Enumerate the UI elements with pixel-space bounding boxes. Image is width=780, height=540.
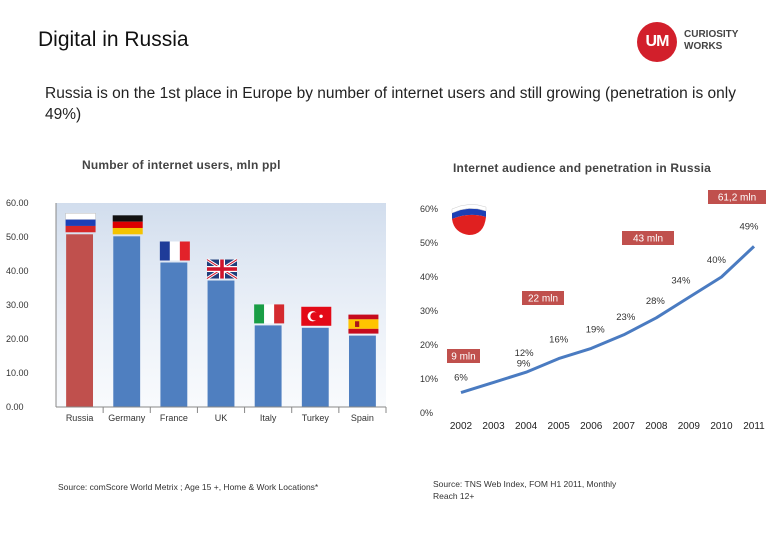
callout-text: 61,2 mln [718,193,756,204]
line-chart-title: Internet audience and penetration in Rus… [453,161,711,175]
spain-flag-icon [348,314,379,334]
callout-text: 22 mln [528,294,558,305]
logo-wordmark: CURIOSITY WORKS [684,29,738,53]
line-x-tick: 2005 [548,421,571,432]
point-label: 12% [515,348,535,359]
bar-y-tick: 10.00 [6,368,29,378]
point-label: 19% [586,324,606,335]
callout-box [708,190,766,204]
callout-text: 9 mln [451,352,475,363]
bar-chart: 60.00 50.00 40.00 30.00 20.00 10.00 0.00 Russia… [6,198,387,423]
point-label: 6% [454,373,468,384]
callout-2010: 43 mln [622,231,674,245]
line-x-tick: 2002 [450,421,473,432]
bar-x-label: Turkey [302,413,330,423]
callout-2011: 61,2 mln [708,190,766,204]
brand-logo: UM CURIOSITY WORKS [637,22,757,62]
bar-y-tick: 20.00 [6,334,29,344]
line-x-tick: 2009 [678,421,701,432]
bar-x-label: Russia [66,413,94,423]
page-subtitle: Russia is on the 1st place in Europe by … [45,85,736,123]
line-x-tick: 2004 [515,421,538,432]
germany-flag-icon [112,215,143,235]
line-x-tick: 2007 [613,421,636,432]
source-note-left: Source: comScore World Metrix ; Age 15 +… [58,482,319,492]
bar-y-tick: 40.00 [6,266,29,276]
line-y-tick: 40% [420,272,438,282]
point-label: 16% [549,335,569,346]
bar-turkey [301,327,329,407]
bar-x-label: Spain [351,413,374,423]
line-chart: 60% 50% 40% 30% 20% 10% 0% 2002 2003 2004 2005 2006… [420,190,766,432]
line-x-tick: 2010 [710,421,733,432]
source-note-right: Source: TNS Web Index, FOM H1 2011, Mont… [433,479,617,501]
line-y-tick: 10% [420,374,438,384]
bar-x-label: UK [215,413,228,423]
turkey-flag-icon [301,306,332,326]
line-x-tick: 2003 [482,421,505,432]
logo-mark: UM [637,22,677,62]
callout-text: 43 mln [633,234,663,245]
uk-flag-icon [206,258,238,280]
bar-uk [207,280,235,407]
line-x-tick: 2006 [580,421,603,432]
bar-russia [66,234,94,407]
callout-2005: 22 mln [522,291,564,305]
italy-flag-icon [254,304,285,324]
line-x-tick: 2008 [645,421,668,432]
page-title: Digital in Russia [38,28,189,51]
line-y-tick: 60% [420,204,438,214]
line-y-tick: 0% [420,408,433,418]
point-label: 34% [671,275,691,286]
callout-box [447,349,480,363]
line-y-tick: 20% [420,340,438,350]
bar-germany [113,236,141,407]
callout-box [622,231,674,245]
bar-x-label: France [160,413,188,423]
logo-line-1: CURIOSITY [684,29,739,40]
france-flag-icon [159,241,190,261]
callout-2002: 9 mln [447,349,480,363]
callout-box [522,291,564,305]
logo-line-2: WORKS [684,41,723,52]
point-label: 49% [739,221,759,232]
bar-spain [348,335,376,407]
point-label: 9% [517,358,531,369]
bar-chart-title: Number of internet users, mln ppl [82,158,281,172]
bar-x-label: Italy [260,413,277,423]
bar-x-label: Germany [108,413,146,423]
bar-y-tick: 50.00 [6,232,29,242]
bar-y-tick: 0.00 [6,402,24,412]
line-x-tick: 2011 [743,421,765,432]
russia-flag-icon [65,213,96,233]
point-label: 40% [707,255,727,266]
russia-flag-icon [451,204,487,235]
bar-italy [254,325,282,407]
point-label: 23% [616,312,636,323]
bar-y-tick: 60.00 [6,198,29,208]
line-y-tick: 30% [420,306,438,316]
penetration-line [460,245,756,395]
bar-y-tick: 30.00 [6,300,29,310]
line-y-tick: 50% [420,238,438,248]
point-label: 28% [646,296,666,307]
bar-france [160,262,188,407]
